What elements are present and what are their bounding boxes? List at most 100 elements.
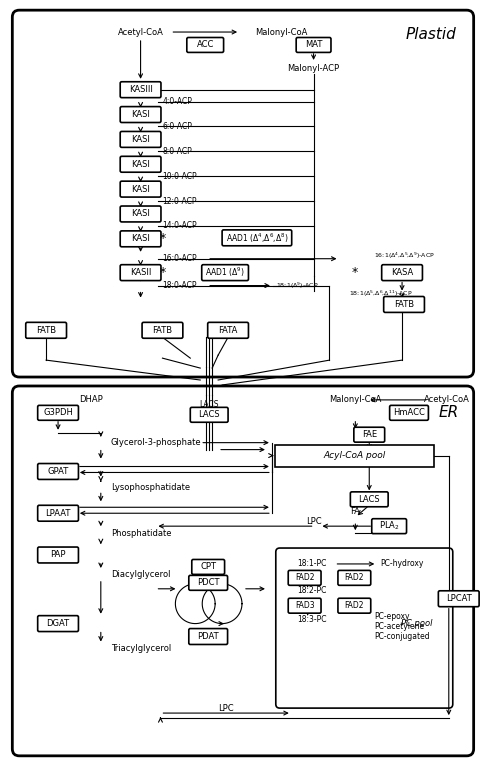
FancyBboxPatch shape xyxy=(189,575,227,591)
Text: ER: ER xyxy=(438,406,458,420)
Text: DGAT: DGAT xyxy=(47,619,70,628)
Text: 4:0-ACP: 4:0-ACP xyxy=(162,97,192,106)
Text: *: * xyxy=(159,232,165,245)
FancyBboxPatch shape xyxy=(437,591,478,607)
Text: KASII: KASII xyxy=(130,268,151,277)
Text: Acetyl-CoA: Acetyl-CoA xyxy=(423,396,469,404)
Text: 14:0-ACP: 14:0-ACP xyxy=(162,222,197,231)
Text: G3PDH: G3PDH xyxy=(43,408,73,417)
Text: PC-epoxy: PC-epoxy xyxy=(373,612,409,621)
Text: LACS: LACS xyxy=(358,495,379,503)
Text: AAD1 ($\Delta^4$,$\Delta^6$,$\Delta^8$): AAD1 ($\Delta^4$,$\Delta^6$,$\Delta^8$) xyxy=(225,231,288,244)
Text: HmACC: HmACC xyxy=(392,408,424,417)
Text: PLA$_2$: PLA$_2$ xyxy=(378,520,399,533)
Text: DHAP: DHAP xyxy=(79,396,103,404)
FancyBboxPatch shape xyxy=(337,571,370,585)
Text: FAD3: FAD3 xyxy=(294,601,314,610)
FancyBboxPatch shape xyxy=(189,629,227,645)
Text: KASI: KASI xyxy=(131,135,150,144)
Text: Plastid: Plastid xyxy=(405,27,456,41)
Text: KASI: KASI xyxy=(131,160,150,169)
FancyBboxPatch shape xyxy=(222,230,291,246)
FancyBboxPatch shape xyxy=(12,386,473,756)
Text: LACS: LACS xyxy=(198,410,219,419)
Text: PDCT: PDCT xyxy=(196,578,219,588)
FancyBboxPatch shape xyxy=(337,598,370,613)
Text: FAD2: FAD2 xyxy=(344,601,363,610)
FancyBboxPatch shape xyxy=(37,547,78,563)
FancyBboxPatch shape xyxy=(288,598,320,613)
FancyBboxPatch shape xyxy=(120,206,161,222)
Text: CPT: CPT xyxy=(200,562,216,571)
Text: PC-conjugated: PC-conjugated xyxy=(373,632,429,641)
Text: 6:0-ACP: 6:0-ACP xyxy=(162,122,192,131)
FancyBboxPatch shape xyxy=(120,264,161,280)
FancyBboxPatch shape xyxy=(142,322,182,338)
Text: 12:0-ACP: 12:0-ACP xyxy=(162,196,196,206)
Text: LPC: LPC xyxy=(305,516,321,526)
Text: Malonyl-CoA: Malonyl-CoA xyxy=(255,28,307,37)
FancyBboxPatch shape xyxy=(207,322,248,338)
Text: KASI: KASI xyxy=(131,110,150,119)
Text: 18:3-PC: 18:3-PC xyxy=(297,615,326,624)
FancyBboxPatch shape xyxy=(288,571,320,585)
FancyBboxPatch shape xyxy=(389,406,428,420)
Text: 18:1($\Delta^5$,$\Delta^6$,$\Delta^{11}$)-ACP: 18:1($\Delta^5$,$\Delta^6$,$\Delta^{11}$… xyxy=(348,288,412,299)
Text: FATB: FATB xyxy=(152,325,172,335)
Text: Acetyl-CoA: Acetyl-CoA xyxy=(118,28,163,37)
Text: Phosphatidate: Phosphatidate xyxy=(110,529,171,538)
Text: Diacylglycerol: Diacylglycerol xyxy=(110,571,170,579)
FancyBboxPatch shape xyxy=(275,548,452,708)
FancyBboxPatch shape xyxy=(120,107,161,122)
Text: FAD2: FAD2 xyxy=(344,573,363,582)
Text: PAP: PAP xyxy=(50,551,66,559)
Text: Triacylglycerol: Triacylglycerol xyxy=(110,644,171,653)
FancyBboxPatch shape xyxy=(120,181,161,197)
FancyBboxPatch shape xyxy=(190,407,228,422)
Text: LACS: LACS xyxy=(199,400,218,410)
Text: PDAT: PDAT xyxy=(197,632,218,641)
Text: FA: FA xyxy=(349,507,360,516)
FancyBboxPatch shape xyxy=(201,264,248,280)
Text: MAT: MAT xyxy=(304,40,322,50)
Text: Lysophosphatidate: Lysophosphatidate xyxy=(110,483,190,492)
FancyBboxPatch shape xyxy=(120,131,161,147)
Text: Glycerol-3-phosphate: Glycerol-3-phosphate xyxy=(110,438,201,447)
Text: AAD1 ($\Delta^9$): AAD1 ($\Delta^9$) xyxy=(205,266,244,280)
Text: KASI: KASI xyxy=(131,209,150,219)
Text: PC-hydroxy: PC-hydroxy xyxy=(379,559,423,568)
Text: GPAT: GPAT xyxy=(48,467,69,476)
Text: FATB: FATB xyxy=(393,300,413,309)
Text: KASA: KASA xyxy=(390,268,412,277)
FancyBboxPatch shape xyxy=(383,296,423,312)
FancyBboxPatch shape xyxy=(349,492,387,507)
Text: KASI: KASI xyxy=(131,235,150,243)
Text: Malonyl-ACP: Malonyl-ACP xyxy=(287,64,339,73)
Text: KASIII: KASIII xyxy=(128,86,152,94)
Bar xyxy=(274,445,433,467)
FancyBboxPatch shape xyxy=(381,264,421,280)
Text: LPCAT: LPCAT xyxy=(445,594,470,604)
FancyBboxPatch shape xyxy=(192,559,224,575)
Text: 16:1($\Delta^4$,$\Delta^5$,$\Delta^9$)-ACP: 16:1($\Delta^4$,$\Delta^5$,$\Delta^9$)-A… xyxy=(373,251,434,261)
Text: FATB: FATB xyxy=(36,325,56,335)
FancyBboxPatch shape xyxy=(12,10,473,377)
Text: FAE: FAE xyxy=(361,430,376,439)
Text: 16:0-ACP: 16:0-ACP xyxy=(162,254,197,264)
FancyBboxPatch shape xyxy=(296,37,330,53)
FancyBboxPatch shape xyxy=(37,505,78,521)
Text: 18:1($\Delta^9$)-ACP: 18:1($\Delta^9$)-ACP xyxy=(275,280,318,291)
Text: 18:2-PC: 18:2-PC xyxy=(297,586,326,595)
FancyBboxPatch shape xyxy=(37,406,78,420)
Text: *: * xyxy=(350,266,357,279)
FancyBboxPatch shape xyxy=(37,464,78,480)
Text: FAD2: FAD2 xyxy=(294,573,314,582)
FancyBboxPatch shape xyxy=(120,82,161,98)
Text: ACC: ACC xyxy=(196,40,214,50)
Text: PC-acetylene: PC-acetylene xyxy=(373,622,423,631)
Text: Acyl-CoA pool: Acyl-CoA pool xyxy=(323,451,384,460)
FancyBboxPatch shape xyxy=(353,427,384,442)
FancyBboxPatch shape xyxy=(186,37,223,53)
FancyBboxPatch shape xyxy=(26,322,66,338)
Text: LPC: LPC xyxy=(218,704,233,713)
